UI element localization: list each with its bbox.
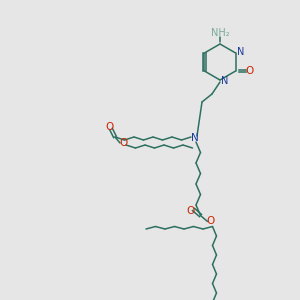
Text: N: N [191,133,199,143]
Text: N: N [221,76,229,86]
Text: N: N [237,47,244,57]
Text: O: O [245,66,254,76]
Text: O: O [186,206,195,215]
Text: O: O [119,138,127,148]
Text: NH₂: NH₂ [211,28,229,38]
Text: O: O [206,215,214,226]
Text: O: O [106,122,114,132]
